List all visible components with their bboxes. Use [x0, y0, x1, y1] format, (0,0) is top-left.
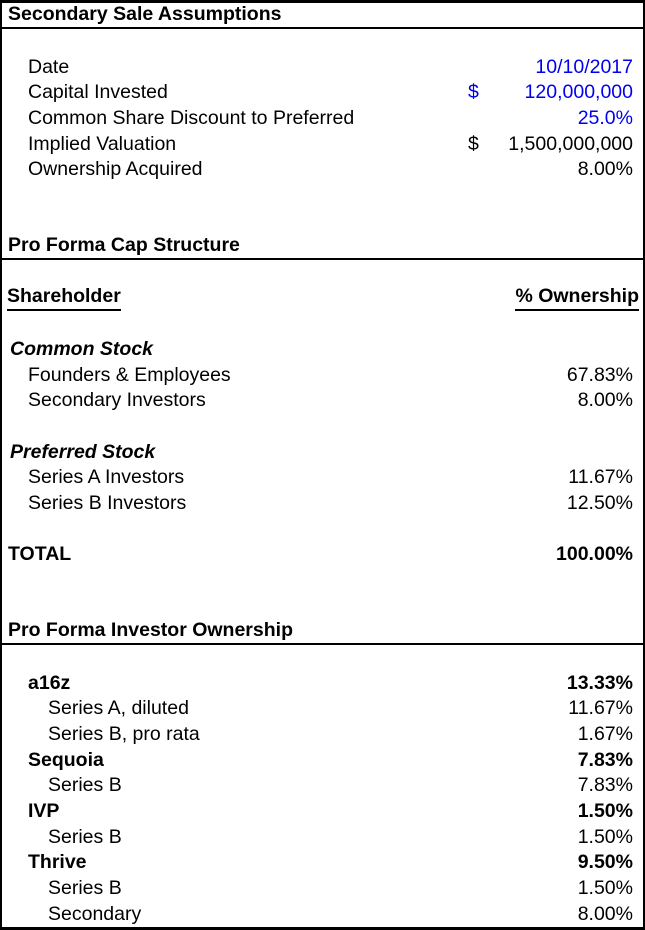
- row-a16z-series-a: Series A, diluted 11.67%: [2, 696, 643, 722]
- row-label: Series B: [48, 876, 122, 899]
- section-title: Pro Forma Investor Ownership: [8, 619, 293, 642]
- column-header-ownership: % Ownership: [515, 285, 639, 311]
- row-investor-thrive: Thrive 9.50%: [2, 850, 643, 876]
- row-label: Series A Investors: [28, 466, 185, 489]
- section-header-assumptions: Secondary Sale Assumptions: [2, 3, 643, 29]
- cell-total-pct: 100.00%: [556, 543, 633, 566]
- row-label: Series A, diluted: [48, 697, 189, 720]
- cell-ownership-pct: 11.67%: [568, 697, 633, 720]
- row-ownership-acquired: Ownership Acquired 8.00%: [2, 157, 643, 183]
- section-header-investor-ownership: Pro Forma Investor Ownership: [2, 619, 643, 645]
- row-label: Series B, pro rata: [48, 722, 200, 745]
- section-title: Pro Forma Cap Structure: [8, 234, 240, 257]
- cell-ownership-pct: 67.83%: [566, 363, 633, 386]
- group-header-preferred-stock: Preferred Stock: [2, 439, 643, 465]
- spacer-row: [2, 260, 643, 286]
- spacer-row: [2, 516, 643, 542]
- row-thrive-series-b: Series B 1.50%: [2, 876, 643, 902]
- row-series-a-investors: Series A Investors 11.67%: [2, 465, 643, 491]
- spacer-row: [2, 593, 643, 619]
- row-sequoia-series-b: Series B 7.83%: [2, 773, 643, 799]
- investor-name: Thrive: [28, 851, 87, 874]
- row-investor-a16z: a16z 13.33%: [2, 670, 643, 696]
- investor-name: a16z: [28, 671, 71, 694]
- cell-investor-total-pct: 9.50%: [577, 851, 633, 874]
- cell-investor-total-pct: 7.83%: [577, 748, 633, 771]
- row-series-b-investors: Series B Investors 12.50%: [2, 491, 643, 517]
- row-date: Date 10/10/2017: [2, 54, 643, 80]
- row-investor-ivp: IVP 1.50%: [2, 799, 643, 825]
- cell-ownership-pct: 12.50%: [566, 491, 633, 514]
- investor-name: IVP: [28, 799, 60, 822]
- total-label: TOTAL: [8, 543, 72, 566]
- cell-ownership-pct: 8.00%: [577, 902, 633, 925]
- spacer-row: [2, 311, 643, 337]
- column-header-shareholder: Shareholder: [7, 285, 121, 311]
- row-label: Date: [28, 55, 70, 78]
- spacer-row: [2, 29, 643, 55]
- cell-ownership-acquired: 8.00%: [577, 158, 633, 181]
- currency-symbol: $: [468, 132, 479, 155]
- row-label: Series B Investors: [28, 491, 187, 514]
- cell-ownership-pct: 7.83%: [577, 774, 633, 797]
- row-thrive-secondary: Secondary 8.00%: [2, 901, 643, 927]
- input-cell-capital-invested[interactable]: 120,000,000: [524, 81, 633, 104]
- row-label: Common Share Discount to Preferred: [28, 106, 355, 129]
- row-a16z-series-b: Series B, pro rata 1.67%: [2, 722, 643, 748]
- column-header-row: Shareholder % Ownership: [2, 285, 643, 311]
- row-label: Capital Invested: [28, 81, 168, 104]
- group-label: Preferred Stock: [10, 440, 156, 463]
- section-header-cap-structure: Pro Forma Cap Structure: [2, 234, 643, 260]
- row-ivp-series-b: Series B 1.50%: [2, 824, 643, 850]
- input-cell-discount[interactable]: 25.0%: [577, 106, 633, 129]
- spacer-row: [2, 208, 643, 234]
- currency-symbol: $: [468, 81, 479, 104]
- row-common-share-discount: Common Share Discount to Preferred 25.0%: [2, 106, 643, 132]
- row-founders-employees: Founders & Employees 67.83%: [2, 362, 643, 388]
- row-total: TOTAL 100.00%: [2, 542, 643, 568]
- cell-ownership-pct: 1.50%: [577, 876, 633, 899]
- row-label: Implied Valuation: [28, 132, 177, 155]
- row-label: Series B: [48, 774, 122, 797]
- cell-ownership-pct: 8.00%: [577, 389, 633, 412]
- cell-ownership-pct: 1.50%: [577, 825, 633, 848]
- row-capital-invested: Capital Invested $ 120,000,000: [2, 80, 643, 106]
- row-investor-sequoia: Sequoia 7.83%: [2, 747, 643, 773]
- spacer-row: [2, 414, 643, 440]
- cell-implied-valuation: 1,500,000,000: [508, 132, 633, 155]
- spacer-row: [2, 183, 643, 209]
- row-label: Ownership Acquired: [28, 158, 203, 181]
- row-label: Founders & Employees: [28, 363, 231, 386]
- input-cell-date[interactable]: 10/10/2017: [535, 55, 633, 78]
- cell-investor-total-pct: 13.33%: [566, 671, 633, 694]
- row-secondary-investors: Secondary Investors 8.00%: [2, 388, 643, 414]
- group-label: Common Stock: [10, 337, 154, 360]
- spacer-row: [2, 645, 643, 671]
- spacer-row: [2, 568, 643, 594]
- row-implied-valuation: Implied Valuation $ 1,500,000,000: [2, 131, 643, 157]
- row-label: Secondary: [48, 902, 142, 925]
- cell-ownership-pct: 11.67%: [568, 466, 633, 489]
- section-title: Secondary Sale Assumptions: [8, 3, 282, 26]
- group-header-common-stock: Common Stock: [2, 337, 643, 363]
- row-label: Series B: [48, 825, 122, 848]
- row-label: Secondary Investors: [28, 389, 206, 412]
- cell-ownership-pct: 1.67%: [577, 722, 633, 745]
- cell-investor-total-pct: 1.50%: [577, 799, 633, 822]
- investor-name: Sequoia: [28, 748, 104, 771]
